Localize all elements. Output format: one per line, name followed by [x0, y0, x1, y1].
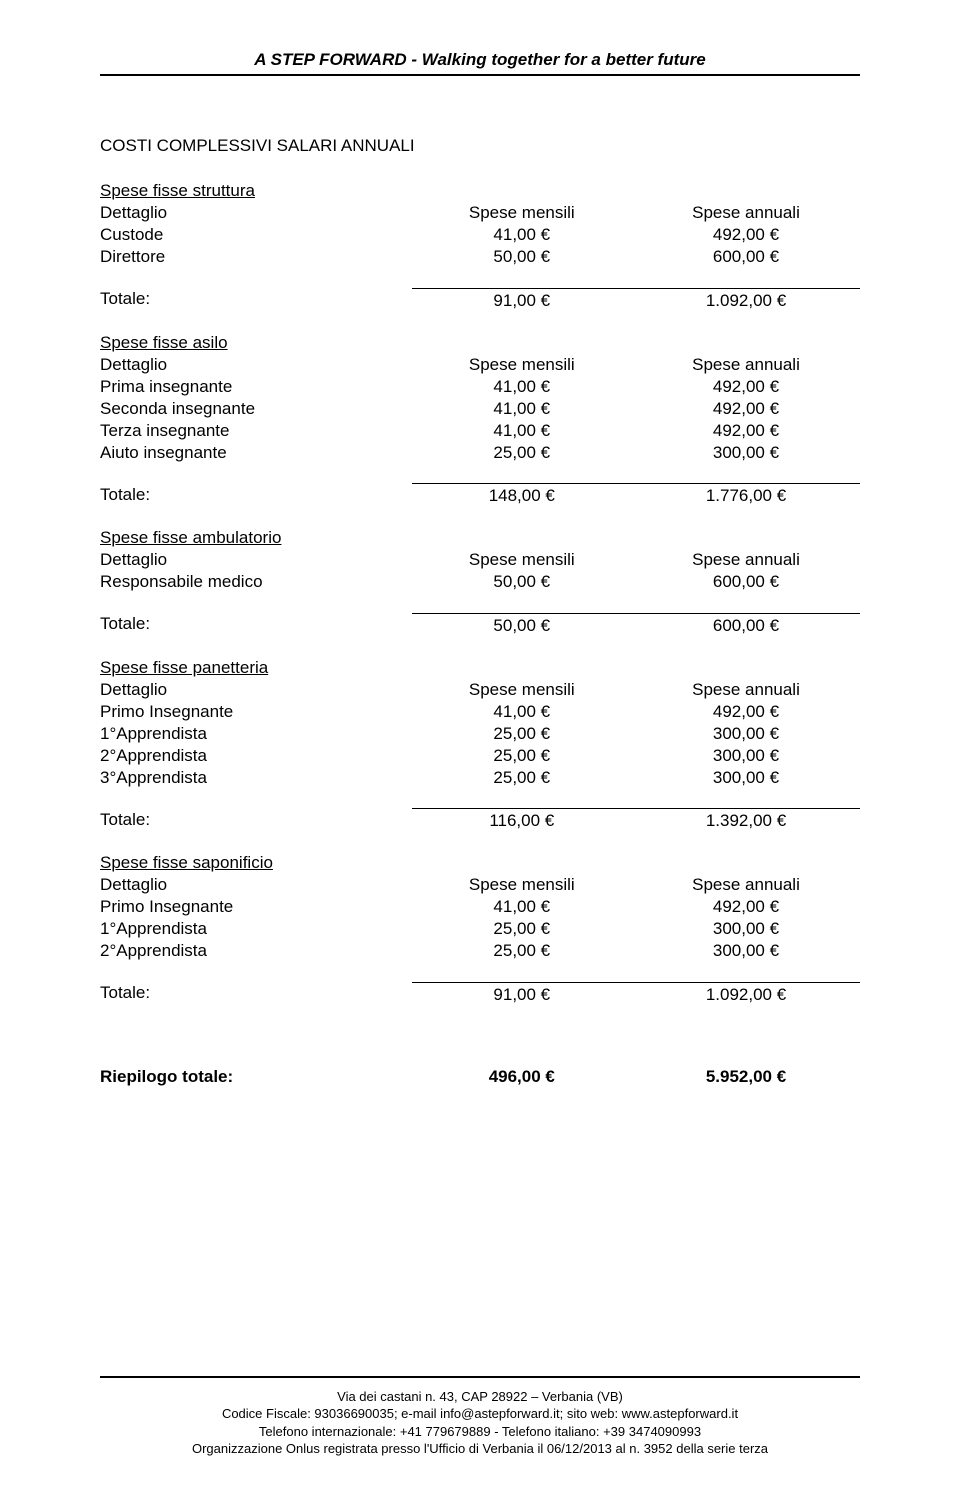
footer-line: Organizzazione Onlus registrata presso l… — [0, 1440, 960, 1458]
table-row: Direttore50,00 €600,00 € — [100, 246, 860, 268]
col-header-monthly: Spese mensili — [412, 354, 632, 376]
col-header-annual: Spese annuali — [632, 202, 860, 224]
table-row: Primo Insegnante41,00 €492,00 € — [100, 896, 860, 918]
summary-row: Riepilogo totale:496,00 €5.952,00 € — [100, 1066, 860, 1088]
col-header-annual: Spese annuali — [632, 874, 860, 896]
footer: Via dei castani n. 43, CAP 28922 – Verba… — [0, 1376, 960, 1458]
col-header-annual: Spese annuali — [632, 549, 860, 571]
total-row: Totale:116,00 €1.392,00 € — [100, 809, 860, 833]
table-row: Primo Insegnante41,00 €492,00 € — [100, 701, 860, 723]
col-header-annual: Spese annuali — [632, 354, 860, 376]
total-row: Totale:91,00 €1.092,00 € — [100, 288, 860, 312]
col-header-detail: Dettaglio — [100, 874, 412, 896]
header-rule — [100, 74, 860, 76]
table-row: 3°Apprendista25,00 €300,00 € — [100, 767, 860, 789]
col-header-detail: Dettaglio — [100, 549, 412, 571]
group-title-ambulatorio: Spese fisse ambulatorio — [100, 528, 281, 547]
section-title: COSTI COMPLESSIVI SALARI ANNUALI — [100, 136, 860, 156]
col-header-detail: Dettaglio — [100, 202, 412, 224]
col-header-monthly: Spese mensili — [412, 202, 632, 224]
table-row: 2°Apprendista25,00 €300,00 € — [100, 940, 860, 962]
table-row: Seconda insegnante41,00 €492,00 € — [100, 398, 860, 420]
col-header-detail: Dettaglio — [100, 354, 412, 376]
table-row: 1°Apprendista25,00 €300,00 € — [100, 918, 860, 940]
col-header-monthly: Spese mensili — [412, 874, 632, 896]
total-row: Totale:91,00 €1.092,00 € — [100, 982, 860, 1006]
table-row: Terza insegnante41,00 €492,00 € — [100, 420, 860, 442]
footer-line: Telefono internazionale: +41 779679889 -… — [0, 1423, 960, 1441]
costs-table: Spese fisse struttura DettaglioSpese men… — [100, 180, 860, 1088]
footer-line: Via dei castani n. 43, CAP 28922 – Verba… — [0, 1388, 960, 1406]
footer-rule — [100, 1376, 860, 1378]
col-header-monthly: Spese mensili — [412, 679, 632, 701]
table-row: 2°Apprendista25,00 €300,00 € — [100, 745, 860, 767]
group-title-saponificio: Spese fisse saponificio — [100, 853, 273, 872]
col-header-monthly: Spese mensili — [412, 549, 632, 571]
group-title-asilo: Spese fisse asilo — [100, 333, 228, 352]
group-title-struttura: Spese fisse struttura — [100, 181, 255, 200]
table-row: Responsabile medico50,00 €600,00 € — [100, 571, 860, 593]
table-row: Prima insegnante41,00 €492,00 € — [100, 376, 860, 398]
col-header-annual: Spese annuali — [632, 679, 860, 701]
total-row: Totale:148,00 €1.776,00 € — [100, 484, 860, 508]
total-row: Totale:50,00 €600,00 € — [100, 613, 860, 637]
table-row: 1°Apprendista25,00 €300,00 € — [100, 723, 860, 745]
col-header-detail: Dettaglio — [100, 679, 412, 701]
header-title: A STEP FORWARD - Walking together for a … — [100, 50, 860, 70]
table-row: Aiuto insegnante25,00 €300,00 € — [100, 442, 860, 464]
footer-line: Codice Fiscale: 93036690035; e-mail info… — [0, 1405, 960, 1423]
group-title-panetteria: Spese fisse panetteria — [100, 658, 268, 677]
table-row: Custode41,00 €492,00 € — [100, 224, 860, 246]
